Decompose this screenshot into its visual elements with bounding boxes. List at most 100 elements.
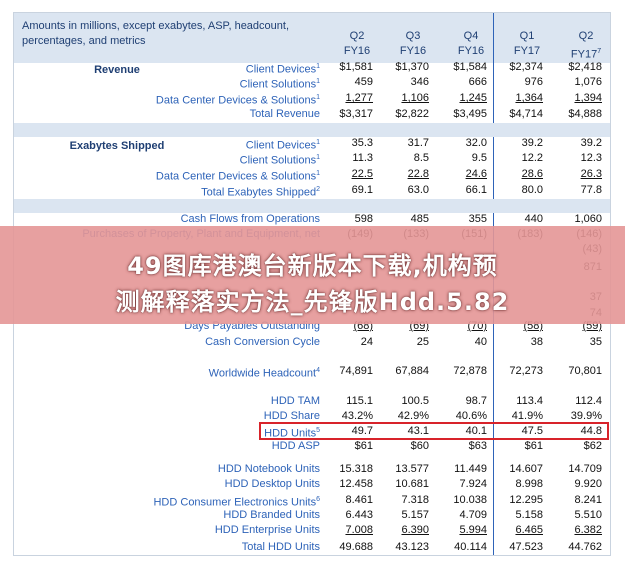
table-cell: 77.8 [580, 184, 602, 196]
table-cell: 1,277 [345, 92, 373, 104]
table-cell: 459 [354, 76, 373, 88]
table-cell: 1,060 [574, 213, 602, 225]
column-header: Q4 FY16 [457, 30, 485, 57]
table-cell: 25 [416, 336, 429, 348]
table-cell: 32.0 [465, 137, 487, 149]
table-cell: $1,584 [453, 61, 487, 73]
table-cell: 44.8 [580, 425, 602, 437]
table-cell: 14.709 [568, 463, 602, 475]
table-cell: 22.8 [407, 168, 429, 180]
table-cell: 11.449 [454, 463, 487, 475]
table-cell: 8.461 [345, 494, 373, 506]
table-cell: 39.9% [570, 410, 602, 422]
table-header: Amounts in millions, except exabytes, AS… [14, 13, 610, 63]
table-cell: 6.390 [401, 524, 429, 536]
section-exabytes: Exabytes Shipped [69, 140, 165, 152]
table-cell: 12.458 [339, 478, 373, 490]
row-label: Data Center Devices & Solutions1 [155, 170, 320, 183]
table-cell: 39.2 [580, 137, 602, 149]
table-cell: $1,581 [339, 61, 373, 73]
table-cell: 355 [468, 213, 487, 225]
table-cell: 7.318 [401, 494, 429, 506]
section-revenue: Revenue [94, 64, 140, 76]
table-cell: 12.2 [521, 152, 543, 164]
table-cell: 598 [354, 213, 373, 225]
table-cell: 666 [468, 76, 487, 88]
column-header: Q2 FY16 [343, 30, 371, 57]
row-label: HDD TAM [270, 395, 320, 407]
table-cell: 10.038 [453, 494, 487, 506]
table-cell: 39.2 [521, 137, 543, 149]
table-cell: 70,801 [568, 365, 602, 377]
table-cell: 35.3 [351, 137, 373, 149]
table-cell: 67,884 [395, 365, 429, 377]
overlay-banner: 49图库港澳台新版本下载,机构预 测解释落实方法_先锋版Hdd.5.82 [0, 226, 625, 324]
table-cell: 115.1 [346, 395, 373, 407]
table-cell: 9.920 [574, 478, 602, 490]
section-band [14, 199, 610, 213]
table-cell: 7.924 [459, 478, 487, 490]
table-cell: $63 [468, 440, 487, 452]
row-label: HDD Notebook Units [217, 463, 320, 475]
table-cell: 40.1 [465, 425, 487, 437]
table-cell: 22.5 [351, 168, 373, 180]
table-cell: $61 [354, 440, 373, 452]
row-label: Client Devices1 [245, 139, 320, 152]
table-cell: 26.3 [580, 168, 602, 180]
table-cell: 13.577 [395, 463, 429, 475]
table-cell: $4,714 [509, 108, 543, 120]
table-cell: 976 [524, 76, 543, 88]
table-cell: 35 [589, 336, 602, 348]
row-label: Worldwide Headcount4 [208, 367, 320, 380]
row-label: Total HDD Units [241, 541, 320, 553]
table-cell: $3,495 [453, 108, 487, 120]
row-label: Client Solutions1 [239, 78, 320, 91]
row-label: Total Revenue [249, 108, 320, 120]
table-cell: 40.6% [455, 410, 487, 422]
table-cell: 47.523 [509, 541, 543, 553]
table-cell: $61 [524, 440, 543, 452]
row-label: Client Devices1 [245, 63, 320, 76]
table-header-title: Amounts in millions, except exabytes, AS… [22, 20, 290, 47]
row-label: HDD Consumer Electronics Units6 [153, 496, 320, 509]
column-header: Q1 FY17 [513, 30, 541, 57]
table-cell: 10.681 [395, 478, 429, 490]
table-cell: 113.4 [516, 395, 543, 407]
table-cell: $62 [583, 440, 602, 452]
table-cell: 31.7 [407, 137, 429, 149]
table-cell: 485 [410, 213, 429, 225]
table-cell: 74,891 [339, 365, 373, 377]
table-cell: 346 [410, 76, 429, 88]
table-cell: 1,394 [574, 92, 602, 104]
table-cell: $2,418 [568, 61, 602, 73]
table-cell: $60 [410, 440, 429, 452]
table-cell: 69.1 [351, 184, 373, 196]
row-label: Cash Flows from Operations [180, 213, 320, 225]
table-cell: 1,106 [401, 92, 429, 104]
table-cell: 43.1 [407, 425, 429, 437]
table-cell: 12.3 [580, 152, 602, 164]
table-cell: $3,317 [339, 108, 373, 120]
table-cell: 80.0 [521, 184, 543, 196]
banner-line-1: 49图库港澳台新版本下载,机构预 [127, 252, 498, 280]
table-cell: 11.3 [352, 152, 373, 164]
table-cell: 1,245 [459, 92, 487, 104]
row-label: HDD Share [263, 410, 320, 422]
table-cell: 24 [360, 336, 373, 348]
table-cell: $1,370 [395, 61, 429, 73]
table-cell: 28.6 [521, 168, 543, 180]
table-cell: 41.9% [511, 410, 543, 422]
table-cell: 12.295 [509, 494, 543, 506]
table-cell: 15.318 [339, 463, 373, 475]
table-cell: 38 [530, 336, 543, 348]
table-cell: 49.7 [351, 425, 373, 437]
row-label: Data Center Devices & Solutions1 [155, 94, 320, 107]
table-cell: 5.510 [574, 509, 602, 521]
table-cell: 66.1 [465, 184, 487, 196]
table-cell: 5.157 [401, 509, 429, 521]
table-cell: 6.465 [515, 524, 543, 536]
table-cell: 7.008 [345, 524, 373, 536]
row-label: HDD Units5 [264, 427, 320, 440]
table-cell: 100.5 [401, 395, 429, 407]
table-cell: 9.5 [471, 152, 487, 164]
